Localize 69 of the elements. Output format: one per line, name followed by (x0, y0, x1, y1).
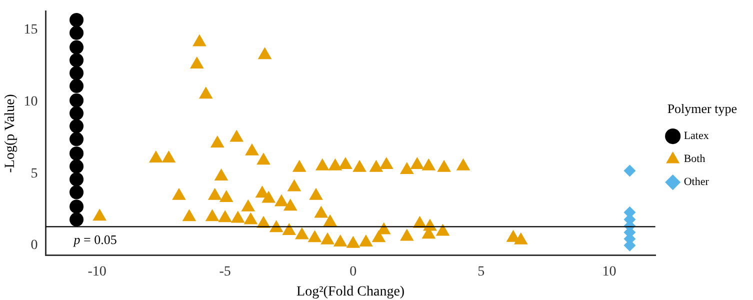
point (308, 230, 322, 242)
point (400, 162, 414, 174)
x-tick-label: 0 (350, 264, 357, 280)
point (320, 232, 334, 244)
point (210, 135, 224, 148)
point (256, 152, 270, 165)
x-tick-label: -5 (219, 264, 231, 280)
point (230, 130, 244, 142)
point (214, 168, 228, 180)
point (190, 56, 204, 69)
point (410, 156, 424, 169)
point (436, 224, 450, 236)
point (262, 190, 276, 203)
point (422, 158, 436, 170)
point (333, 234, 348, 246)
point (346, 236, 360, 248)
point (192, 34, 206, 46)
point (218, 210, 232, 222)
point (338, 156, 352, 169)
point (241, 199, 256, 212)
point (372, 230, 386, 242)
legend-title: Polymer type (667, 101, 738, 116)
point (198, 86, 213, 99)
point (292, 160, 306, 172)
x-tick-label: -10 (88, 264, 106, 280)
x-axis-title: Log²(Fold Change) (296, 284, 405, 300)
legend-label: Both (684, 153, 706, 166)
point (314, 206, 328, 218)
point (172, 188, 186, 200)
point (219, 190, 234, 202)
y-tick-label: 5 (30, 166, 38, 182)
point (70, 26, 84, 40)
point (323, 214, 337, 226)
point (162, 150, 176, 163)
point (245, 143, 259, 156)
point (258, 47, 272, 60)
point (274, 194, 288, 206)
legend-label: Other (684, 176, 710, 188)
point (315, 158, 330, 170)
point (514, 232, 528, 244)
point (400, 228, 414, 241)
point (205, 209, 220, 222)
point (92, 208, 107, 221)
point (369, 160, 384, 172)
point (244, 212, 258, 224)
y-axis-title: -Log(p Value) (3, 94, 18, 173)
y-tick-label: 15 (24, 22, 38, 38)
point (70, 40, 84, 54)
point (282, 223, 296, 235)
point (328, 158, 342, 170)
point (358, 234, 373, 246)
x-tick-label: 10 (602, 264, 616, 280)
point (148, 150, 163, 163)
y-tick-label: 0 (30, 238, 38, 254)
annotation: p = 0.05 (72, 232, 117, 248)
point (352, 160, 366, 172)
legend-label: Latex (684, 130, 710, 142)
point (283, 198, 298, 211)
point (309, 188, 323, 200)
point (230, 210, 245, 223)
point (437, 160, 451, 172)
point (294, 227, 309, 240)
point (182, 209, 196, 222)
point (379, 156, 394, 169)
point (456, 158, 470, 170)
y-tick-label: 10 (24, 94, 38, 110)
point (287, 179, 302, 192)
point (208, 188, 222, 200)
x-tick-label: 5 (478, 264, 485, 280)
